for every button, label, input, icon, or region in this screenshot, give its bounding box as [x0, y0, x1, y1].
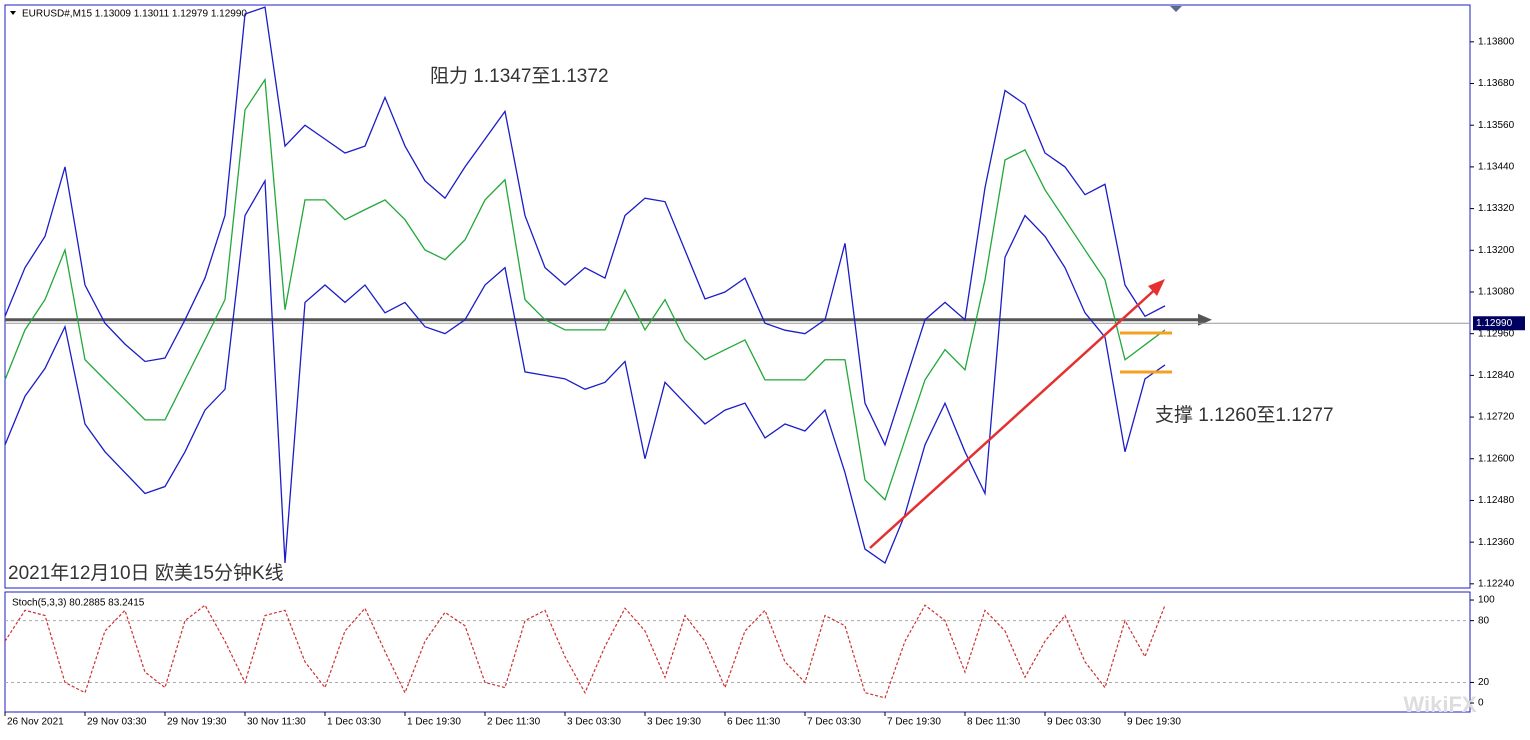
price-line — [4, 6, 1166, 447]
stoch-tick-label: 100 — [1478, 595, 1495, 606]
y-tick-label: 1.13080 — [1478, 287, 1515, 298]
resistance-note: 阻力 1.1347至1.1372 — [430, 65, 609, 87]
x-tick-label: 29 Nov 03:30 — [87, 717, 147, 728]
x-tick-label: 7 Dec 19:30 — [887, 717, 941, 728]
x-tick-label: 26 Nov 2021 — [7, 717, 64, 728]
y-tick-label: 1.12600 — [1478, 453, 1515, 464]
menu-triangle — [10, 11, 16, 15]
y-tick-label: 1.12720 — [1478, 412, 1515, 423]
chart-caption: 2021年12月10日 欧美15分钟K线 — [8, 562, 284, 584]
y-tick-label: 1.12840 — [1478, 370, 1515, 381]
y-tick-label: 1.13800 — [1478, 36, 1515, 47]
trend-arrow — [869, 284, 1161, 549]
stoch-line — [4, 604, 1166, 699]
plot: 1.13800 1.13680 1.13560 1.13440 1.13320 1.132… — [4, 6, 1525, 728]
y-tick-label: 1.12480 — [1478, 495, 1515, 506]
shift-marker — [1170, 6, 1182, 12]
y-tick-label: 1.13200 — [1478, 245, 1515, 256]
stoch-frame — [4, 591, 1471, 713]
x-tick-label: 9 Dec 03:30 — [1047, 717, 1101, 728]
x-tick-label: 8 Dec 11:30 — [967, 717, 1021, 728]
x-tick-label: 6 Dec 11:30 — [727, 717, 781, 728]
price-line — [4, 178, 1166, 564]
last-price-label: 1.12990 — [1476, 318, 1513, 329]
x-tick-label: 9 Dec 19:30 — [1127, 717, 1181, 728]
x-tick-label: 30 Nov 11:30 — [247, 717, 306, 728]
trend-arrow-head — [1148, 279, 1165, 296]
y-tick-label: 1.12960 — [1478, 328, 1515, 339]
x-tick-label: 29 Nov 19:30 — [167, 717, 227, 728]
last-price-box — [1473, 316, 1525, 331]
y-tick-label: 1.13440 — [1478, 162, 1515, 173]
chart-header: EURUSD#,M15 1.13009 1.13011 1.12979 1.12… — [22, 9, 247, 20]
x-tick-label: 2 Dec 11:30 — [487, 717, 541, 728]
y-tick-label: 1.13680 — [1478, 78, 1515, 89]
y-tick-label: 1.12240 — [1478, 578, 1515, 589]
y-tick-label: 1.13320 — [1478, 203, 1515, 214]
x-tick-label: 3 Dec 03:30 — [567, 717, 621, 728]
y-tick-label: 1.13560 — [1478, 120, 1515, 131]
stoch-header: Stoch(5,3,3) 80.2885 83.2415 — [12, 598, 145, 609]
main-frame — [4, 4, 1471, 589]
support-note: 支撑 1.1260至1.1277 — [1155, 404, 1334, 426]
price-line — [4, 77, 1166, 501]
y-tick-label: 1.12360 — [1478, 537, 1515, 548]
watermark: WikiFX — [1403, 692, 1476, 717]
stoch-tick-label: 80 — [1478, 615, 1490, 626]
x-tick-label: 1 Dec 03:30 — [327, 717, 381, 728]
x-tick-label: 7 Dec 03:30 — [807, 717, 861, 728]
x-tick-label: 1 Dec 19:30 — [407, 717, 461, 728]
x-tick-label: 3 Dec 19:30 — [647, 717, 701, 728]
stoch-tick-label: 20 — [1478, 677, 1490, 688]
stoch-tick-label: 0 — [1478, 698, 1484, 709]
